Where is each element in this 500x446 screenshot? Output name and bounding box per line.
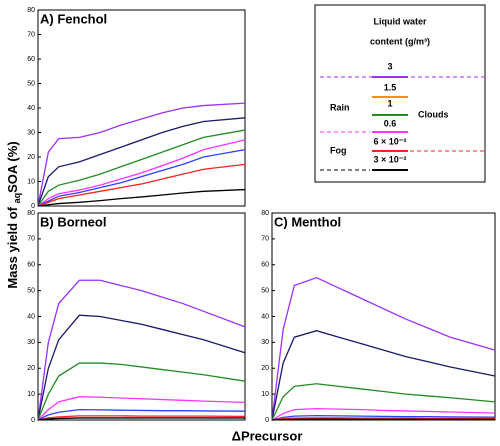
- y-tick-label: 70: [27, 31, 35, 38]
- y-tick-label: 80: [27, 210, 35, 217]
- legend-group: Fog: [330, 145, 347, 155]
- series-line: [271, 414, 496, 421]
- y-tick-label: 40: [27, 105, 35, 112]
- panel-title: C) Menthol: [274, 214, 341, 229]
- panel-title: A) Fenchol: [40, 11, 107, 26]
- legend-title: content (g/m³): [370, 36, 430, 46]
- y-tick-label: 20: [27, 154, 35, 161]
- plot-frame: [271, 212, 496, 421]
- series-line: [37, 415, 246, 421]
- legend-group: Rain: [330, 102, 350, 112]
- plot-frame: [37, 212, 246, 421]
- series-line: [37, 117, 246, 207]
- series-line: [271, 276, 496, 421]
- y-tick-label: 20: [261, 365, 269, 372]
- y-tick-label: 70: [261, 236, 269, 243]
- y-label-text: Mass yield of: [5, 206, 20, 288]
- series-line: [271, 383, 496, 421]
- y-tick-label: 0: [265, 417, 269, 424]
- legend-label: 6 × 10⁻²: [373, 136, 406, 146]
- legend-box: [314, 4, 486, 183]
- y-tick-label: 60: [27, 262, 35, 269]
- series-line: [37, 396, 246, 421]
- y-tick-label: 30: [27, 339, 35, 346]
- x-axis-label: ΔPrecursor: [232, 428, 303, 443]
- series-line: [37, 362, 246, 421]
- y-tick-label: 50: [27, 287, 35, 294]
- y-tick-label: 60: [27, 56, 35, 63]
- y-tick-label: 70: [27, 236, 35, 243]
- series-line: [37, 314, 246, 421]
- series-line: [37, 188, 246, 207]
- series-line: [271, 330, 496, 421]
- legend-title: Liquid water: [373, 16, 427, 26]
- y-tick-label: 50: [27, 80, 35, 87]
- y-tick-label: 80: [261, 210, 269, 217]
- series-line: [271, 418, 495, 421]
- series-line: [37, 163, 246, 207]
- y-tick-label: 0: [31, 203, 35, 210]
- series-line: [37, 149, 246, 207]
- y-axis-label: Mass yield of aqSOA (%): [5, 141, 22, 288]
- legend-label: 1: [387, 98, 392, 108]
- y-label-subscript: aq: [12, 193, 22, 204]
- y-tick-label: 20: [27, 365, 35, 372]
- panel-title: B) Borneol: [40, 214, 106, 229]
- y-tick-label: 0: [31, 417, 35, 424]
- series-line: [37, 102, 246, 207]
- legend-label: 1.5: [384, 82, 397, 92]
- series-line: [37, 417, 245, 421]
- legend-label: 3 × 10⁻²: [373, 154, 406, 164]
- y-tick-label: 50: [261, 287, 269, 294]
- y-tick-label: 80: [27, 7, 35, 14]
- series-line: [37, 279, 246, 421]
- legend-label: 0.6: [384, 118, 397, 128]
- y-tick-label: 10: [27, 178, 35, 185]
- y-tick-label: 40: [27, 313, 35, 320]
- series-line: [37, 129, 246, 207]
- series-line: [37, 139, 246, 207]
- series-line: [271, 417, 495, 421]
- legend-group: Clouds: [418, 109, 449, 119]
- y-tick-label: 30: [27, 129, 35, 136]
- y-tick-label: 10: [27, 391, 35, 398]
- y-tick-label: 40: [261, 313, 269, 320]
- series-line: [271, 407, 496, 421]
- y-tick-label: 10: [261, 391, 269, 398]
- y-tick-label: 60: [261, 262, 269, 269]
- legend-label: 3: [387, 61, 392, 71]
- series-line: [37, 408, 246, 421]
- y-tick-label: 30: [261, 339, 269, 346]
- y-label-text: SOA (%): [5, 141, 20, 193]
